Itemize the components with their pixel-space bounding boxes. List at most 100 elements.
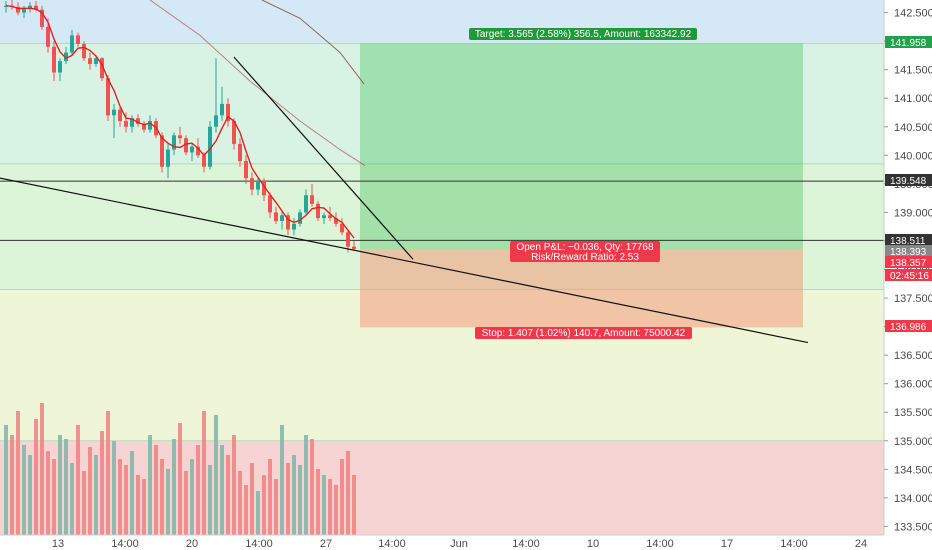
y-tick-label-18: 133.500: [894, 521, 932, 533]
time-axis-background: [0, 535, 932, 550]
x-tick-label-9: 14:00: [646, 538, 674, 550]
stop-zone: [360, 249, 803, 328]
volume-bar-14: [88, 447, 92, 535]
volume-bar-44: [268, 459, 272, 535]
price-label-bg-2: [885, 234, 932, 246]
time-ticks: 13 14:00 20 14:00 27 14:00 Jun 14:00 10 14:00 17 14…: [52, 538, 867, 550]
volume-bar-37: [226, 455, 230, 535]
candle-body-8: [52, 46, 56, 73]
price-label-6: 136.986: [890, 322, 927, 333]
y-tick-label-5: 140.000: [894, 150, 932, 162]
candle-body-48: [292, 223, 296, 230]
candle-body-43: [262, 180, 266, 196]
volume-bar-27: [166, 469, 170, 535]
price-label-2: 138.511: [890, 236, 926, 247]
candle-body-31: [190, 146, 194, 153]
volume-bar-50: [304, 435, 308, 535]
volume-bar-22: [136, 475, 140, 535]
x-tick-label-5: 14:00: [378, 538, 406, 550]
volume-bar-56: [340, 459, 344, 535]
price-label-0: 141.958: [890, 38, 927, 49]
volume-bar-3: [22, 445, 26, 535]
candle-body-11: [70, 35, 74, 53]
stop-label: Stop: 1.407 (1.02%) 140.7, Amount: 75000…: [475, 327, 692, 339]
x-tick-label-8: 10: [587, 538, 599, 550]
candle-body-44: [268, 195, 272, 213]
x-tick-label-3: 14:00: [245, 538, 273, 550]
y-tick-label-13: 136.000: [894, 379, 932, 391]
volume-bar-7: [46, 451, 50, 535]
moving-averages: [5, 0, 366, 239]
x-tick-label-7: 14:00: [512, 538, 540, 550]
position-labels: Target: 3.565 (2.58%) 356.5, Amount: 163…: [469, 28, 697, 339]
volume-bar-36: [220, 445, 224, 535]
volume-bar-38: [232, 435, 236, 535]
price-label-bg-4: [885, 256, 932, 268]
candle-body-23: [142, 123, 146, 130]
price-label-bg-6: [885, 320, 932, 332]
time-axis[interactable]: [0, 534, 932, 550]
stop-label-bg: [475, 327, 692, 339]
candle-body-52: [316, 203, 320, 219]
volume-bar-6: [40, 403, 44, 535]
candle-body-38: [232, 121, 236, 144]
candle-body-4: [28, 5, 32, 8]
y-tick-label-12: 136.500: [894, 350, 932, 362]
moving-average-slow: [149, 0, 366, 167]
x-tick-label-11: 14:00: [780, 538, 808, 550]
y-tick-label-4: 140.500: [894, 122, 932, 134]
volume-bar-30: [184, 471, 188, 535]
candle-body-24: [148, 121, 152, 130]
x-tick-label-4: 27: [320, 538, 332, 550]
stop-label-text-0: Stop: 1.407 (1.02%) 140.7, Amount: 75000…: [482, 328, 686, 339]
target-zone: [360, 43, 803, 250]
candle-body-17: [106, 78, 110, 116]
price-label-1: 139.548: [890, 176, 927, 187]
volume-bar-19: [118, 459, 122, 535]
y-tick-label-17: 134.000: [894, 493, 932, 505]
y-tick-label-3: 141.000: [894, 93, 932, 105]
volume-bar-55: [334, 485, 338, 535]
candle-body-39: [238, 143, 242, 162]
candle-body-42: [256, 180, 260, 190]
candle-body-5: [34, 5, 38, 10]
x-tick-label-0: 13: [52, 538, 64, 550]
volume-bar-49: [298, 465, 302, 535]
candle-body-58: [352, 246, 356, 249]
candle-body-54: [328, 215, 332, 219]
candle-body-10: [64, 52, 68, 62]
candle-body-21: [130, 118, 134, 127]
volume-bar-16: [100, 431, 104, 535]
background-zones: [0, 0, 884, 535]
volume-bar-13: [82, 471, 86, 535]
candle-body-46: [280, 215, 284, 221]
volume-bar-51: [310, 439, 314, 535]
price-label-bg-0: [885, 36, 932, 48]
horizontal-lines[interactable]: [0, 180, 884, 241]
candle-body-41: [250, 178, 254, 190]
volume-bar-25: [154, 445, 158, 535]
long-position-tool[interactable]: [360, 43, 803, 328]
y-tick-label-2: 141.500: [894, 65, 932, 77]
volume-bar-54: [328, 479, 332, 535]
volume-bar-10: [64, 439, 68, 535]
volume-bar-9: [58, 435, 62, 535]
candle-body-49: [298, 212, 302, 224]
volume-bar-20: [124, 465, 128, 535]
price-label-bg-1: [885, 174, 932, 186]
volume-bar-0: [4, 425, 8, 535]
candle-body-14: [88, 58, 92, 64]
candle-body-9: [58, 61, 62, 73]
volume-bar-31: [190, 459, 194, 535]
candle-body-20: [124, 121, 128, 127]
volume-bar-18: [112, 441, 116, 535]
target-label-text-0: Target: 3.565 (2.58%) 356.5, Amount: 163…: [475, 29, 692, 40]
volume-bar-39: [238, 471, 242, 535]
volume-bar-43: [262, 475, 266, 535]
trendlines[interactable]: [0, 56, 809, 344]
volume-bar-24: [148, 435, 152, 535]
volume-bar-28: [172, 439, 176, 535]
candle-body-36: [220, 103, 224, 116]
volume-bar-29: [178, 423, 182, 535]
